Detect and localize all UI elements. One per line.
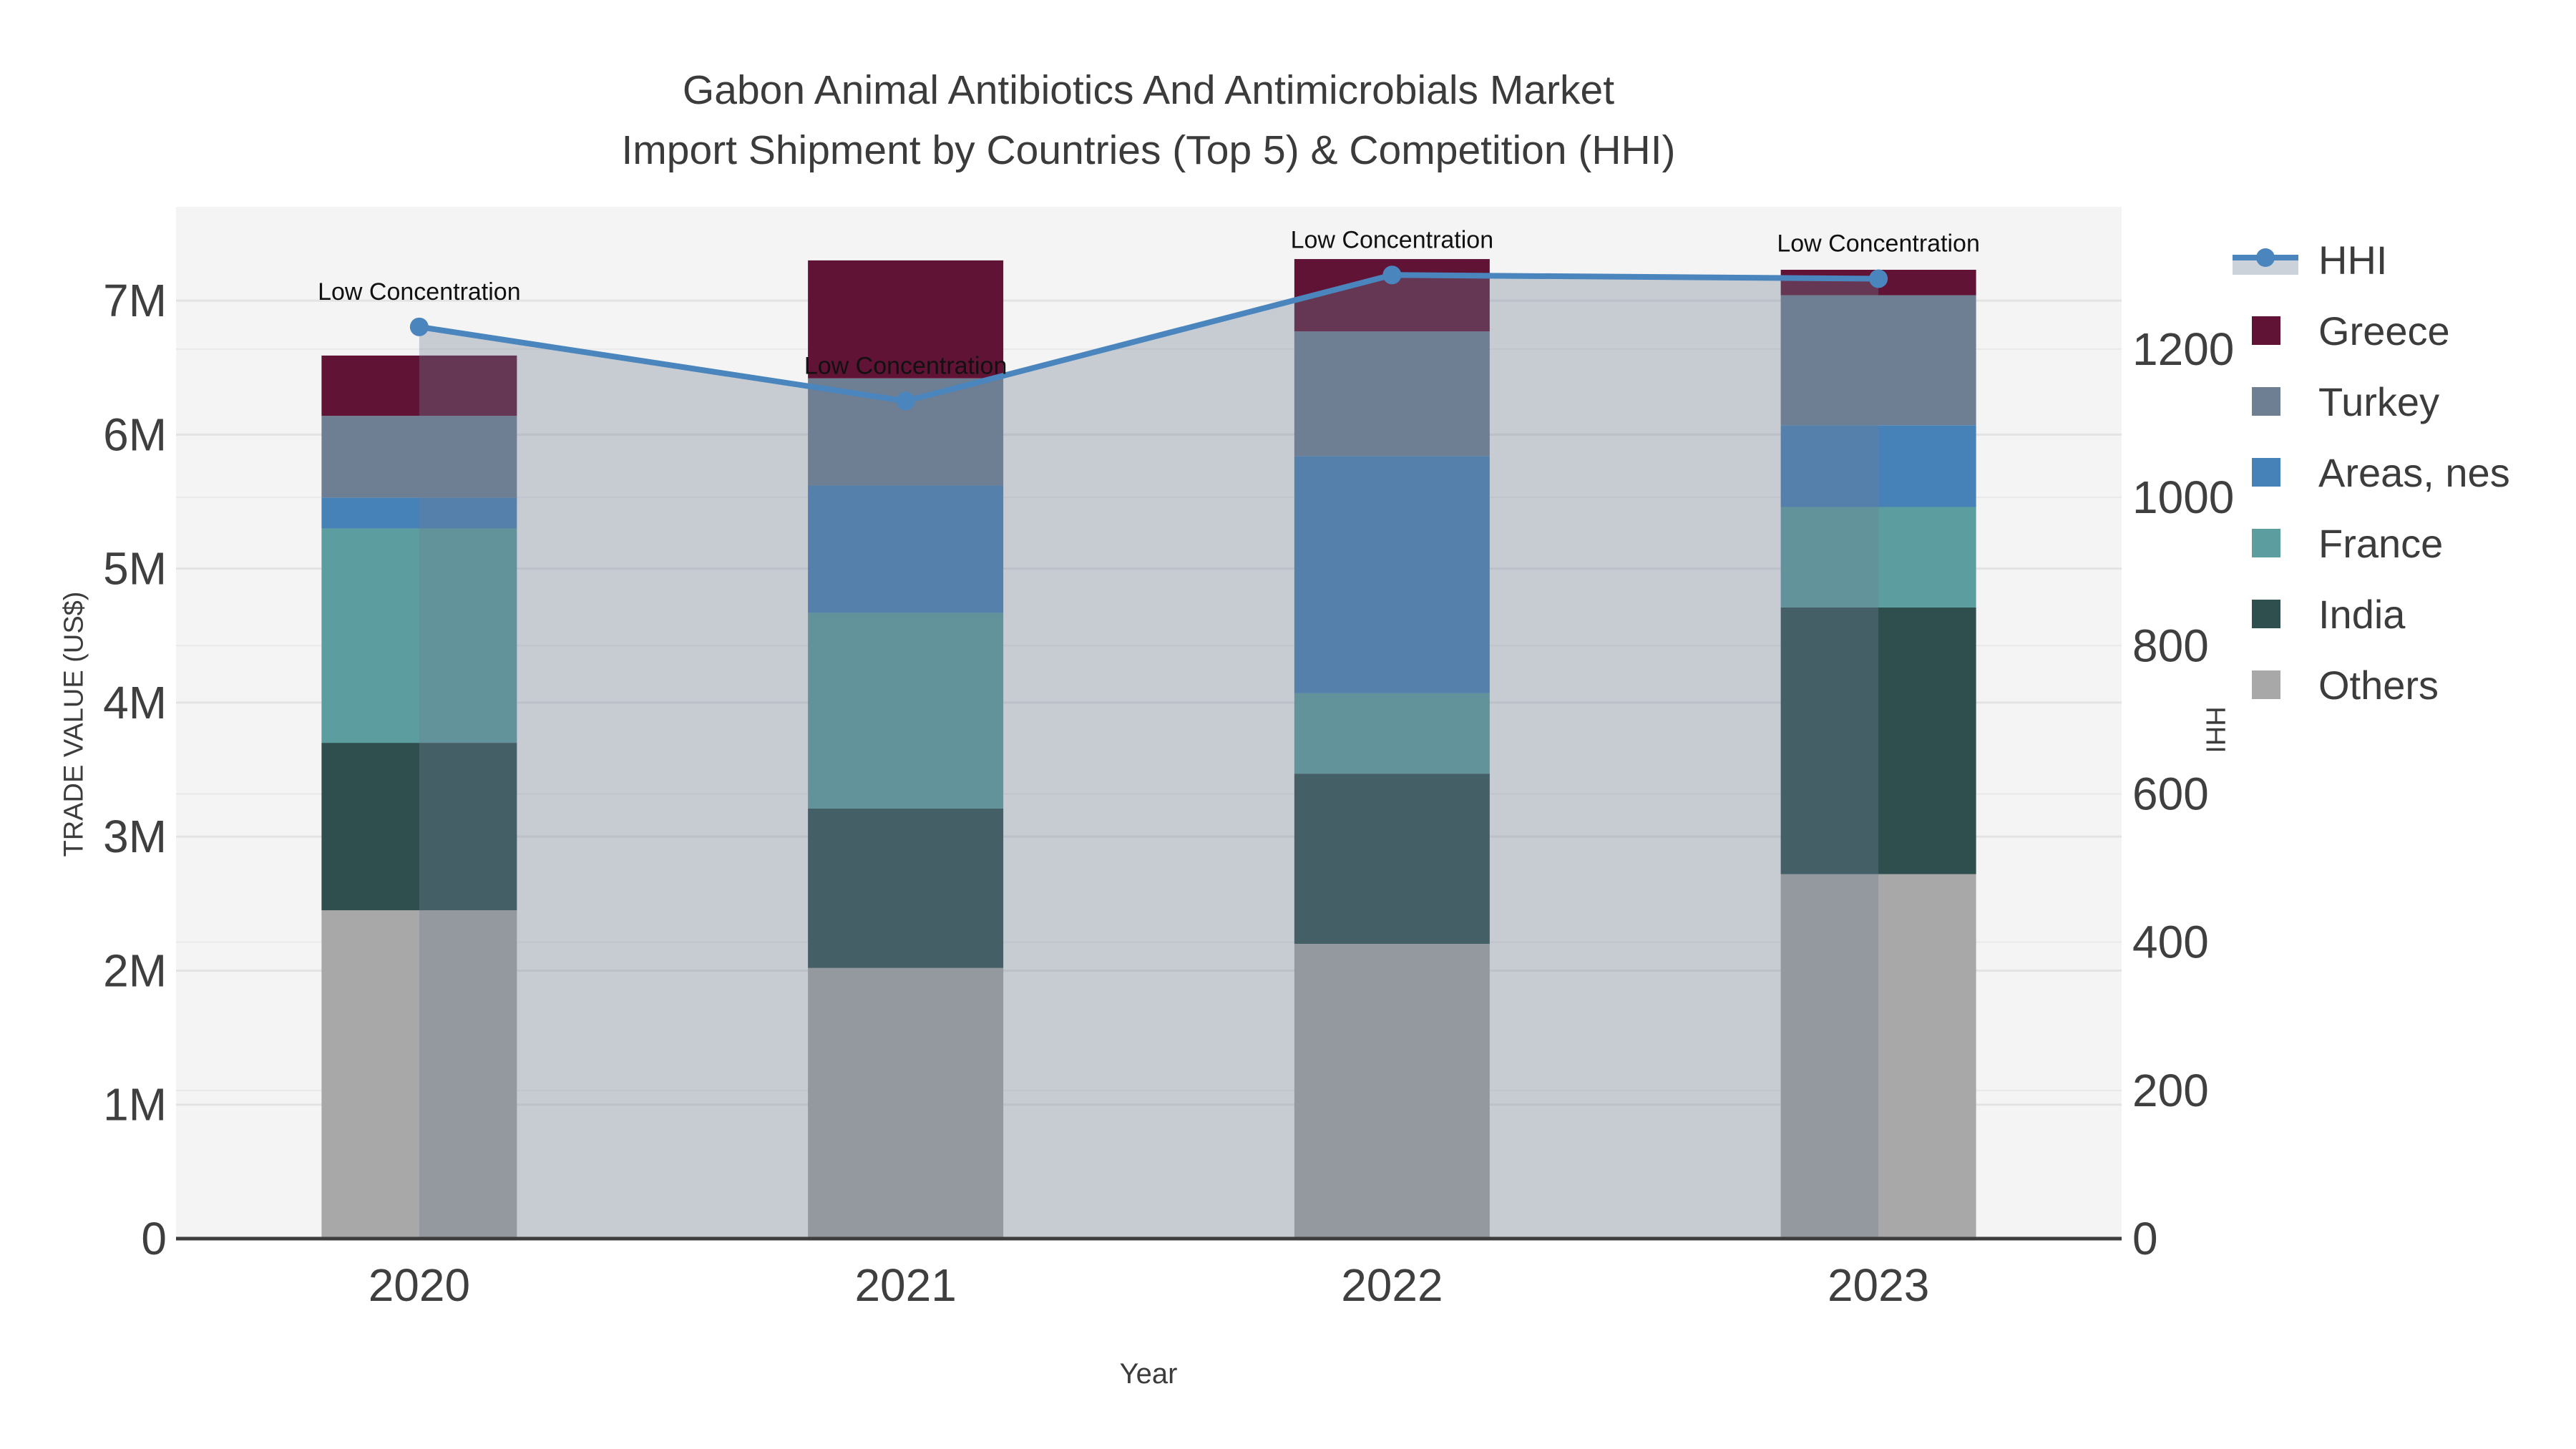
legend: HHI Greece Turkey Areas, nes France India Othe… <box>2233 237 2510 708</box>
legend-label: Others <box>2318 662 2439 708</box>
chart-title: Gabon Animal Antibiotics And Antimicrobi… <box>0 60 2297 180</box>
legend-line-dot-icon <box>2256 248 2275 267</box>
legend-square-swatch-icon <box>2233 381 2298 422</box>
legend-item-areas-nes[interactable]: Areas, nes <box>2233 449 2510 495</box>
bar-segment-areas-nes-2023[interactable] <box>1780 425 1976 507</box>
legend-square-swatch-icon <box>2233 593 2298 635</box>
legend-square-swatch-icon <box>2233 664 2298 706</box>
legend-item-france[interactable]: France <box>2233 520 2510 566</box>
annotation-2023: Low Concentration <box>1777 230 1980 257</box>
bar-segment-others-2020[interactable] <box>321 910 517 1239</box>
x-tick-2020: 2020 <box>369 1259 470 1311</box>
legend-item-india[interactable]: India <box>2233 591 2510 637</box>
bar-segment-greece-2020[interactable] <box>321 355 517 416</box>
y-right-tick: 200 <box>2132 1065 2209 1116</box>
bar-segment-india-2023[interactable] <box>1780 607 1976 874</box>
annotation-2020: Low Concentration <box>318 278 521 306</box>
bar-segment-france-2023[interactable] <box>1780 507 1976 608</box>
legend-color-swatch-icon <box>2252 670 2280 699</box>
legend-line-swatch-icon <box>2233 239 2298 280</box>
x-tick-2022: 2022 <box>1341 1259 1443 1311</box>
hhi-marker-2021[interactable] <box>896 391 915 411</box>
y-left-tick: 5M <box>103 543 167 595</box>
y-right-tick: 0 <box>2132 1213 2158 1264</box>
legend-item-hhi[interactable]: HHI <box>2233 237 2510 283</box>
legend-label: France <box>2318 520 2444 566</box>
bar-segment-others-2021[interactable] <box>808 967 1004 1239</box>
bar-segment-turkey-2023[interactable] <box>1780 295 1976 426</box>
legend-label: Turkey <box>2318 379 2440 424</box>
chart-title-line1: Gabon Animal Antibiotics And Antimicrobi… <box>682 67 1615 113</box>
bar-segment-greece-2021[interactable] <box>808 260 1004 379</box>
bar-segment-india-2021[interactable] <box>808 808 1004 968</box>
hhi-area-fill <box>419 275 1879 1239</box>
bar-segment-turkey-2022[interactable] <box>1294 331 1490 457</box>
legend-label: HHI <box>2318 237 2388 283</box>
bar-segment-france-2021[interactable] <box>808 613 1004 809</box>
legend-item-greece[interactable]: Greece <box>2233 308 2510 353</box>
legend-label: India <box>2318 591 2406 637</box>
legend-label: Areas, nes <box>2318 449 2510 495</box>
hhi-marker-2022[interactable] <box>1382 265 1402 285</box>
y-right-axis-title: HHI <box>2200 706 2230 753</box>
legend-color-swatch-icon <box>2252 600 2280 628</box>
y-right-tick: 800 <box>2132 620 2209 671</box>
legend-square-swatch-icon <box>2233 310 2298 351</box>
legend-label: Greece <box>2318 308 2450 353</box>
bar-segment-india-2022[interactable] <box>1294 774 1490 944</box>
y-left-tick: 6M <box>103 409 167 460</box>
bar-segment-areas-nes-2020[interactable] <box>321 497 517 529</box>
legend-square-swatch-icon <box>2233 522 2298 564</box>
y-left-tick: 4M <box>103 677 167 728</box>
hhi-marker-2020[interactable] <box>409 317 429 336</box>
bar-segment-others-2023[interactable] <box>1780 874 1976 1239</box>
y-right-tick: 400 <box>2132 917 2209 968</box>
chart-title-line2: Import Shipment by Countries (Top 5) & C… <box>621 127 1676 173</box>
annotation-2021: Low Concentration <box>804 352 1008 379</box>
x-tick-2021: 2021 <box>854 1259 956 1311</box>
y-left-tick: 0 <box>141 1213 167 1264</box>
y-left-tick: 7M <box>103 275 167 326</box>
y-left-tick: 2M <box>103 945 167 996</box>
bar-segment-areas-nes-2021[interactable] <box>808 485 1004 613</box>
y-right-tick: 1000 <box>2132 472 2234 523</box>
bar-segment-india-2020[interactable] <box>321 743 517 911</box>
hhi-line[interactable] <box>419 272 1879 404</box>
y-right-tick: 1200 <box>2132 323 2234 375</box>
y-left-axis-title: TRADE VALUE (US$) <box>59 591 89 857</box>
bar-segment-france-2022[interactable] <box>1294 693 1490 774</box>
x-tick-2023: 2023 <box>1828 1259 1929 1311</box>
bar-segment-others-2022[interactable] <box>1294 944 1490 1239</box>
bar-segment-turkey-2020[interactable] <box>321 416 517 498</box>
y-left-tick: 1M <box>103 1079 167 1131</box>
legend-color-swatch-icon <box>2252 316 2280 345</box>
annotation-2022: Low Concentration <box>1291 226 1494 253</box>
bar-segment-france-2020[interactable] <box>321 528 517 743</box>
y-left-tick: 3M <box>103 811 167 862</box>
legend-item-turkey[interactable]: Turkey <box>2233 379 2510 424</box>
legend-color-swatch-icon <box>2252 529 2280 557</box>
legend-square-swatch-icon <box>2233 452 2298 493</box>
bar-segment-areas-nes-2022[interactable] <box>1294 456 1490 693</box>
legend-item-others[interactable]: Others <box>2233 662 2510 708</box>
y-right-tick: 600 <box>2132 768 2209 819</box>
legend-color-swatch-icon <box>2252 387 2280 416</box>
hhi-marker-2023[interactable] <box>1869 269 1888 288</box>
x-axis-title: Year <box>1119 1358 1178 1390</box>
legend-color-swatch-icon <box>2252 458 2280 487</box>
